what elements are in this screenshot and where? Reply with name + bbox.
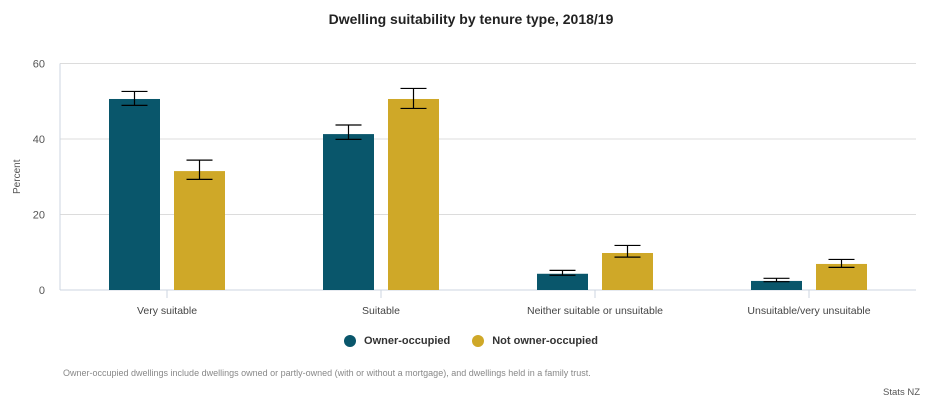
chart-legend: Owner-occupied Not owner-occupied xyxy=(0,335,942,347)
y-tick-label: 0 xyxy=(39,285,45,297)
bar-not-owner-occupied xyxy=(602,253,653,290)
bar-owner-occupied xyxy=(751,280,802,290)
bar-owner-occupied xyxy=(537,273,588,290)
legend-swatch-owner-occupied xyxy=(344,335,357,347)
y-tick-label: 20 xyxy=(33,210,45,222)
legend-item-not-owner-occupied[interactable]: Not owner-occupied xyxy=(472,335,598,347)
y-tick-label: 40 xyxy=(33,134,45,146)
bar-owner-occupied xyxy=(109,98,160,290)
chart-plot-area: 0 20 40 60 Percent Very suitable Suitable Neith… xyxy=(12,59,916,317)
x-tick-label: Unsuitable/very unsuitable xyxy=(747,305,870,317)
x-tick-label: Very suitable xyxy=(137,305,197,317)
bar-owner-occupied xyxy=(323,134,374,290)
y-axis-label: Percent xyxy=(12,159,23,194)
x-tick-label: Neither suitable or unsuitable xyxy=(527,305,663,317)
bar-not-owner-occupied xyxy=(388,98,439,290)
y-tick-label: 60 xyxy=(33,59,45,71)
legend-label: Owner-occupied xyxy=(364,335,451,347)
bar-not-owner-occupied xyxy=(174,171,225,290)
chart-source: Stats NZ xyxy=(883,387,920,398)
legend-swatch-not-owner-occupied xyxy=(472,335,485,347)
legend-item-owner-occupied[interactable]: Owner-occupied xyxy=(344,335,450,347)
chart-footnote: Owner-occupied dwellings include dwellin… xyxy=(63,368,591,378)
bar-not-owner-occupied xyxy=(816,263,867,290)
chart-title: Dwelling suitability by tenure type, 201… xyxy=(328,11,614,27)
x-tick-label: Suitable xyxy=(362,305,400,317)
legend-label: Not owner-occupied xyxy=(492,335,598,347)
